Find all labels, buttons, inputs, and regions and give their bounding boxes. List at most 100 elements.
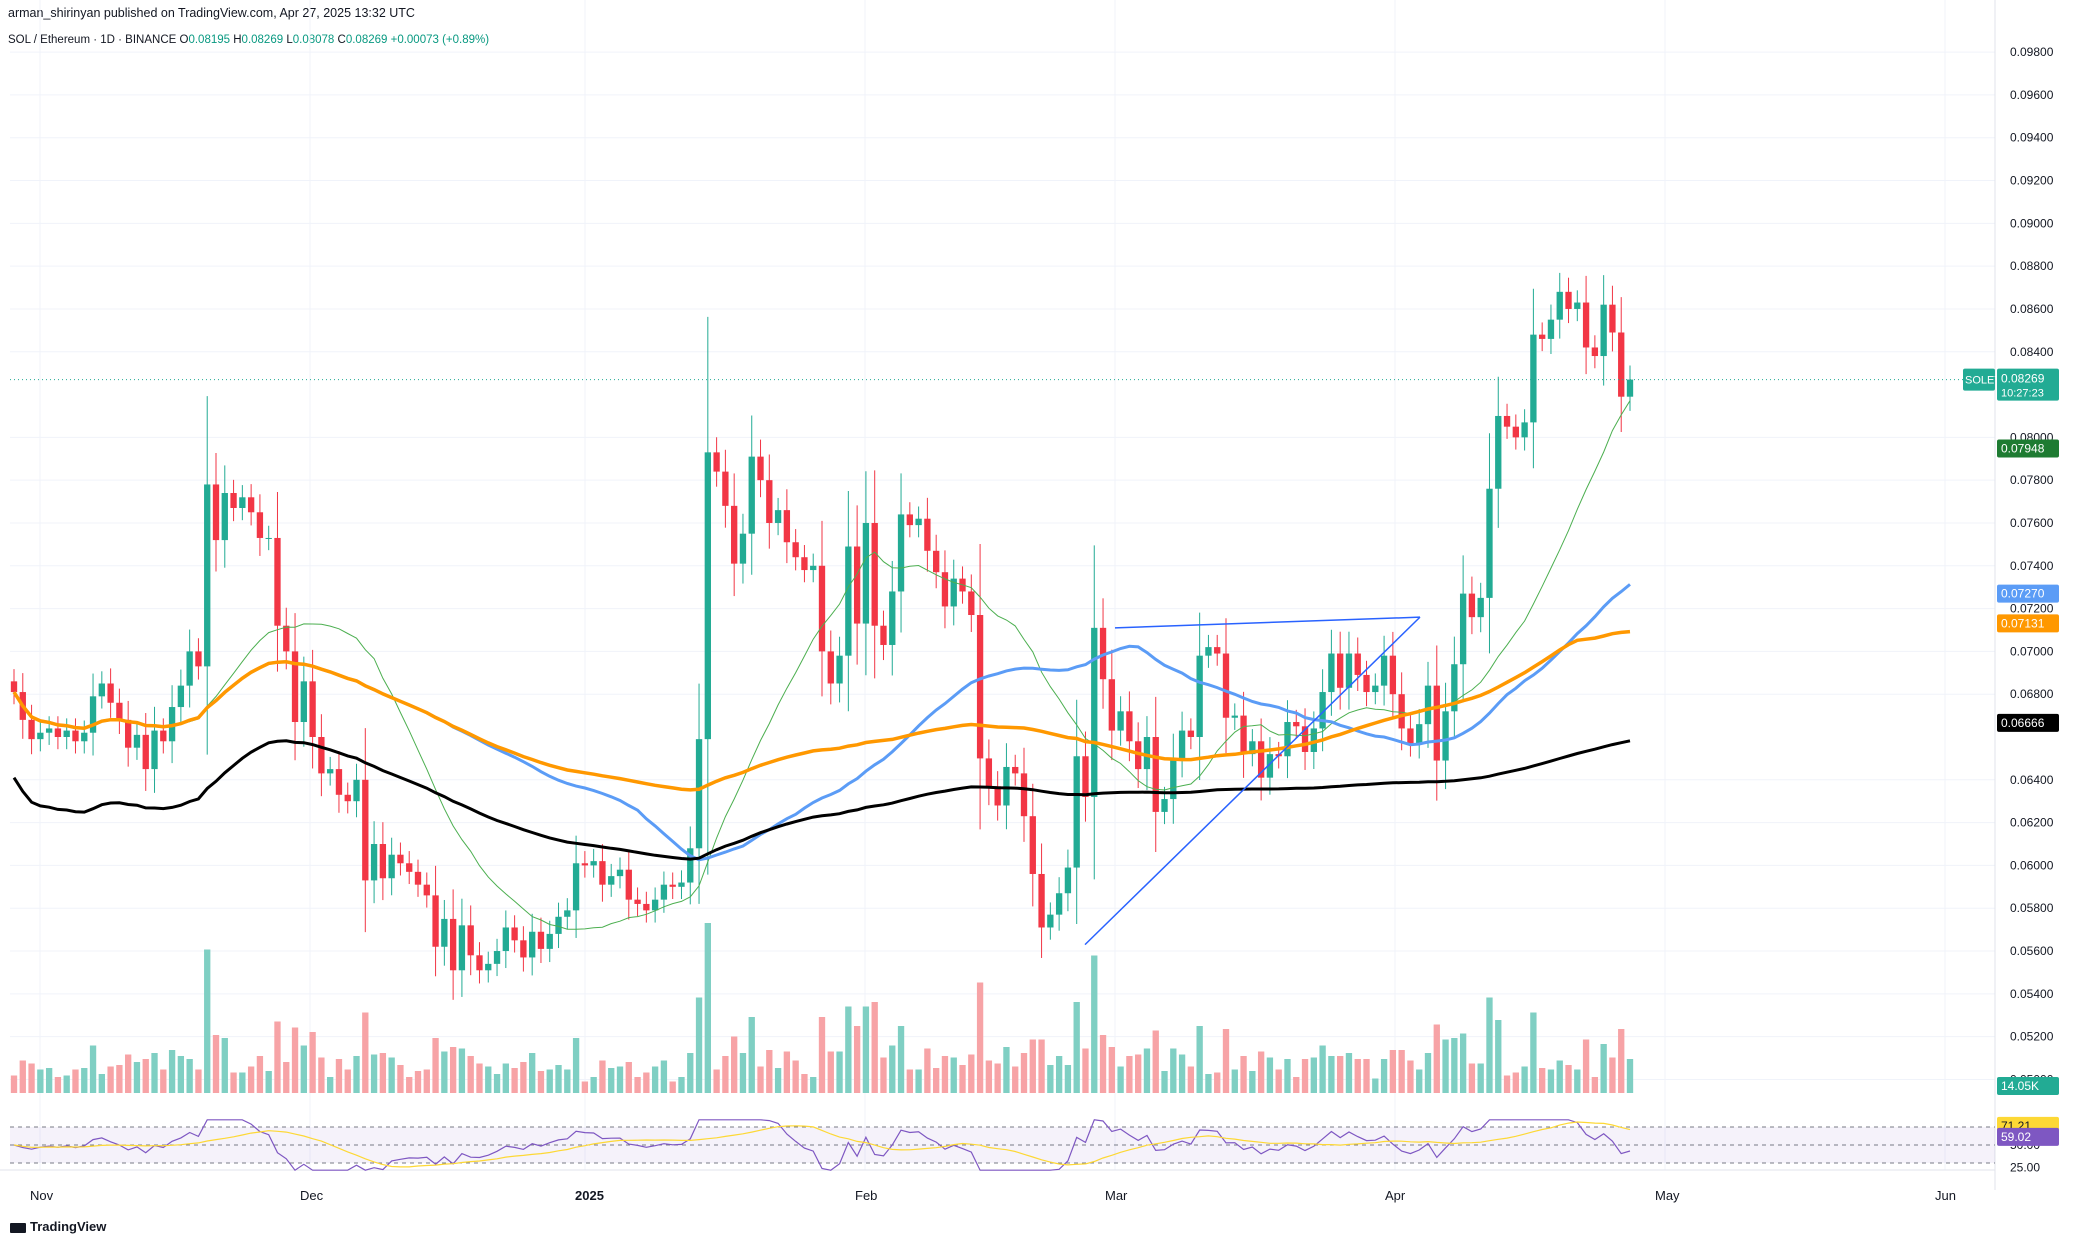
symbol-name[interactable]: SOL / Ethereum · 1D · BINANCE xyxy=(8,34,177,46)
low-label: L xyxy=(286,34,293,46)
candle-body xyxy=(1152,737,1159,812)
candle-body xyxy=(1424,685,1432,725)
volume-bar xyxy=(239,1072,246,1093)
candle-body xyxy=(1020,773,1028,817)
y-tick-label: 0.09000 xyxy=(2010,216,2054,230)
candle-body xyxy=(265,537,272,539)
volume-bar xyxy=(344,1069,351,1093)
volume-bar xyxy=(669,1081,676,1093)
volume-bar xyxy=(1319,1045,1326,1093)
candle-body xyxy=(766,480,773,523)
candle-body xyxy=(1477,597,1484,618)
x-tick-label: Apr xyxy=(1385,1188,1406,1203)
volume-bar xyxy=(906,1069,913,1093)
candle-body xyxy=(1600,304,1607,357)
tradingview-logo[interactable]: TradingView xyxy=(10,1219,106,1234)
candle-body xyxy=(616,869,624,877)
candle-body xyxy=(1468,593,1476,618)
candle-body xyxy=(546,933,553,949)
candle-body xyxy=(160,730,167,742)
candle-body xyxy=(291,651,299,723)
volume-bar xyxy=(1354,1059,1361,1093)
candle-body xyxy=(485,963,492,971)
volume-bar xyxy=(1626,1059,1634,1093)
volume-bar xyxy=(546,1069,553,1093)
candle-body xyxy=(748,456,755,534)
volume-bar xyxy=(502,1063,509,1093)
candle-body xyxy=(1012,766,1019,774)
volume-bar xyxy=(1143,1048,1151,1093)
volume-bar xyxy=(177,1056,185,1093)
volume-bar xyxy=(924,1048,931,1093)
x-tick-label: Jun xyxy=(1935,1188,1956,1203)
candle-body xyxy=(116,702,123,720)
candle-body xyxy=(792,542,799,558)
candle-body xyxy=(827,651,834,684)
candle-body xyxy=(362,779,369,881)
candle-body xyxy=(221,493,228,541)
volume-bar xyxy=(54,1077,62,1093)
rsi-ma-line xyxy=(13,1121,1631,1168)
candle-body xyxy=(1459,593,1467,665)
candle-body xyxy=(476,955,483,971)
volume-bar xyxy=(1170,1048,1177,1093)
trendline-top xyxy=(1114,616,1421,629)
volume-bar xyxy=(89,1045,97,1093)
volume-bar xyxy=(1240,1056,1247,1093)
volume-bar xyxy=(651,1066,659,1093)
volume-bar xyxy=(133,1062,141,1093)
candle-body xyxy=(318,737,325,774)
candle-body xyxy=(1082,756,1089,797)
rsi-tag-bg xyxy=(1997,1127,2059,1146)
y-tick-label: 0.05400 xyxy=(2010,987,2054,1001)
candle-body xyxy=(1372,685,1379,693)
close-label: C xyxy=(337,34,346,46)
candle-body xyxy=(72,730,79,742)
volume-bar xyxy=(414,1071,422,1093)
candle-body xyxy=(1547,319,1555,339)
volume-bar xyxy=(572,1038,580,1093)
volume-bar xyxy=(467,1056,474,1093)
candle-body xyxy=(783,510,791,543)
candle-body xyxy=(502,927,509,952)
volume-bar xyxy=(335,1059,343,1093)
volume-bar xyxy=(1249,1071,1256,1093)
candle-body xyxy=(889,591,896,645)
volume-bar xyxy=(1556,1060,1563,1093)
candle-body xyxy=(590,861,597,866)
volume-bar xyxy=(1451,1038,1458,1093)
volume-bar xyxy=(1477,1063,1484,1093)
ma-green-line xyxy=(13,400,1631,930)
volume-bar xyxy=(186,1059,193,1093)
volume-bar xyxy=(1609,1057,1616,1093)
volume-bar xyxy=(379,1053,387,1093)
volume-bar xyxy=(511,1068,518,1093)
candle-body xyxy=(151,730,158,770)
volume-bar xyxy=(1284,1059,1291,1093)
candle-body xyxy=(37,732,44,740)
ma-black-tag: 0.06666 xyxy=(2001,716,2045,730)
y-tick-label: 0.07400 xyxy=(2010,559,2054,573)
volume-bar xyxy=(107,1066,114,1093)
volume-bar xyxy=(1214,1072,1221,1093)
volume-bar xyxy=(976,982,984,1093)
volume-bar xyxy=(1082,1048,1089,1093)
candle-body xyxy=(1565,291,1572,309)
candle-body xyxy=(1521,422,1528,438)
candle-body xyxy=(1539,334,1546,339)
candle-body xyxy=(1389,655,1397,695)
candle-body xyxy=(537,931,545,949)
volume-bar xyxy=(783,1051,791,1093)
high-value: 0.08269 xyxy=(241,34,284,46)
volume-bar xyxy=(766,1050,773,1093)
candle-body xyxy=(1433,685,1440,761)
candle-body xyxy=(370,844,378,881)
volume-bar xyxy=(1565,1065,1572,1093)
candle-body xyxy=(98,683,105,697)
candle-body xyxy=(1407,728,1414,744)
candle-body xyxy=(520,940,527,958)
volume-bar xyxy=(1047,1065,1054,1093)
candle-body xyxy=(300,681,307,723)
candle-body xyxy=(54,728,62,737)
